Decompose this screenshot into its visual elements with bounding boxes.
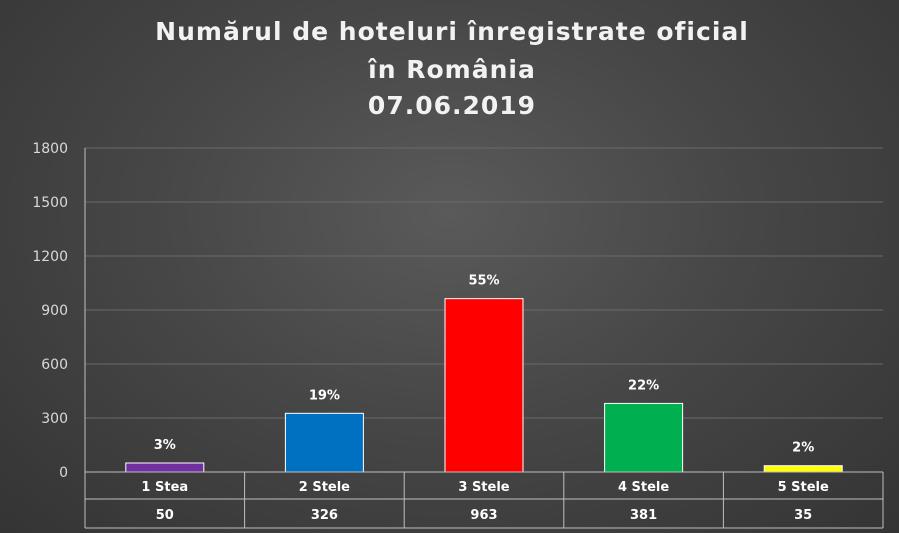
bar-1-stea <box>125 462 205 473</box>
value-label: 326 <box>311 508 338 523</box>
data-label: 2% <box>792 441 814 456</box>
y-tick-label: 600 <box>41 357 68 373</box>
category-label: 4 Stele <box>618 480 669 495</box>
y-tick-label: 0 <box>59 465 68 481</box>
bars <box>125 298 843 473</box>
chart-title-line-2: în România <box>367 55 536 84</box>
y-axis: 0 300 600 900 1200 1500 1800 <box>32 141 86 481</box>
value-label: 963 <box>470 508 497 523</box>
value-label: 381 <box>630 508 657 523</box>
data-label: 19% <box>309 388 340 403</box>
data-label: 55% <box>468 274 499 289</box>
y-tick-label: 1200 <box>32 249 68 265</box>
y-tick-label: 1500 <box>32 195 68 211</box>
y-tick-label: 300 <box>41 411 68 427</box>
value-label: 50 <box>156 508 174 523</box>
category-label: 1 Stea <box>141 480 188 495</box>
data-labels: 3% 19% 55% 22% 2% <box>154 274 814 456</box>
bar-3-stele <box>444 298 524 473</box>
data-table: 1 Stea 50 2 Stele 326 3 Stele 963 4 Stele 381 5 … <box>84 471 884 529</box>
category-label: 5 Stele <box>778 480 829 495</box>
bar-4-stele <box>604 402 684 473</box>
category-label: 2 Stele <box>299 480 350 495</box>
data-label: 22% <box>628 378 659 393</box>
chart-title-line-3: 07.06.2019 <box>368 91 536 120</box>
bar-2-stele <box>284 412 364 473</box>
category-label: 3 Stele <box>458 480 509 495</box>
chart-title: Numărul de hoteluri înregistrate oficial… <box>155 17 749 120</box>
y-tick-label: 1800 <box>32 141 68 157</box>
chart-title-line-1: Numărul de hoteluri înregistrate oficial <box>155 17 749 46</box>
bar-5-stele <box>763 465 843 473</box>
y-tick-label: 900 <box>41 303 68 319</box>
value-label: 35 <box>794 508 812 523</box>
data-label: 3% <box>154 438 176 453</box>
